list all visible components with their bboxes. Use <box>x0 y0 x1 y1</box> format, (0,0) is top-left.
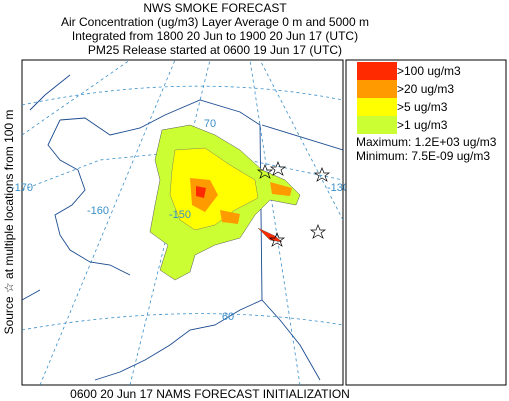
subtitle: PM25 Release started at 0600 19 Jun 17 (… <box>88 43 342 57</box>
graticule <box>22 60 131 136</box>
graticule <box>22 85 343 106</box>
subtitle: Integrated from 1800 20 Jun to 1900 20 J… <box>72 29 358 43</box>
source-stars <box>256 161 331 247</box>
legend-maximum: Maximum: 1.2E+03 ug/m3 <box>356 135 497 149</box>
coastline <box>47 99 321 381</box>
subtitle: Air Concentration (ug/m3) Layer Average … <box>61 15 369 29</box>
legend-label: >100 ug/m3 <box>397 64 461 78</box>
map-label: -130 <box>327 182 349 194</box>
graticule <box>22 149 343 191</box>
legend-swatch <box>357 80 397 98</box>
legend-label: >1 ug/m3 <box>397 118 448 132</box>
graticule <box>259 60 343 221</box>
map-label: -160 <box>87 205 109 217</box>
footer: 0600 20 Jun 17 NAMS FORECAST INITIALIZAT… <box>70 387 350 401</box>
legend: Maximum: 1.2E+03 ug/m3 Minimum: 7.5E-09 … <box>345 59 507 386</box>
map: 70 -170 -160 -150 -130 60 <box>11 59 349 386</box>
source-label: Source ☆ at multiple locations from 100 … <box>2 110 16 335</box>
map-label: -170 <box>11 182 33 194</box>
graticule <box>129 60 211 385</box>
map-label: 60 <box>222 311 234 323</box>
graticule <box>39 60 176 385</box>
smoke-area <box>196 186 206 198</box>
smoke-area <box>220 210 240 224</box>
legend-label: >5 ug/m3 <box>397 100 448 114</box>
smoke-area <box>270 182 292 196</box>
map-label: 70 <box>204 118 216 130</box>
legend-minimum: Minimum: 7.5E-09 ug/m3 <box>356 149 490 163</box>
legend-swatch <box>357 98 397 116</box>
graticule <box>249 60 301 385</box>
smoke-area <box>257 227 283 243</box>
title: NWS SMOKE FORECAST <box>143 1 287 15</box>
coastline <box>22 74 343 301</box>
map-label: -150 <box>169 209 191 221</box>
legend-swatch <box>357 116 397 134</box>
legend-swatch <box>357 62 397 80</box>
legend-label: >20 ug/m3 <box>397 82 454 96</box>
